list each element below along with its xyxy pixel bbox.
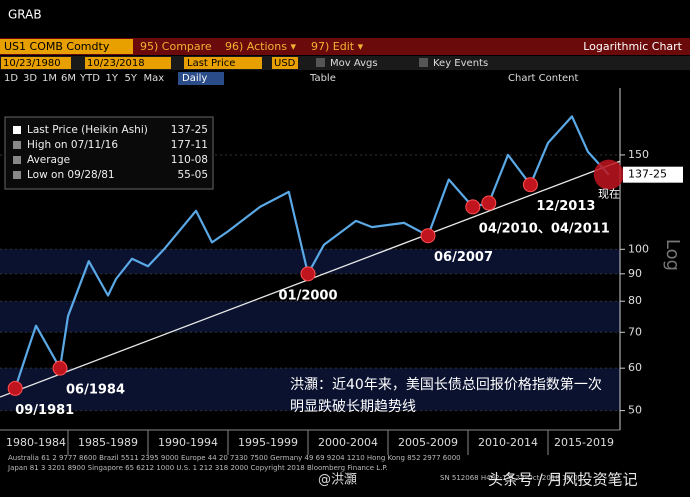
command-bar xyxy=(0,38,690,55)
x-tick-label: 2010-2014 xyxy=(478,436,538,449)
annotation-marker xyxy=(300,266,316,282)
y-axis-label: Log xyxy=(662,239,683,271)
y-tick-label: 60 xyxy=(628,361,642,374)
annotation-marker xyxy=(481,195,497,211)
current-price-box xyxy=(623,166,683,183)
chart-content[interactable]: Chart Content xyxy=(508,73,579,84)
mov-avgs[interactable]: Mov Avgs xyxy=(330,58,378,69)
period-button[interactable]: 5Y xyxy=(125,73,138,84)
legend-label: Average xyxy=(27,154,70,166)
y-tick-label: 90 xyxy=(628,267,642,280)
legend-label: Last Price (Heikin Ashi) xyxy=(27,124,148,136)
actions-menu[interactable]: 96) Actions ▾ xyxy=(225,40,296,53)
chart-name: Logarithmic Chart xyxy=(583,40,682,53)
annotation-label: 09/1981 xyxy=(15,403,74,418)
checkbox[interactable] xyxy=(316,58,325,67)
band xyxy=(0,368,620,411)
field-box[interactable] xyxy=(184,57,262,69)
end-box[interactable] xyxy=(85,57,171,69)
field[interactable]: Last Price xyxy=(187,58,235,69)
table-button[interactable]: Table xyxy=(309,73,336,84)
y-tick-label: 50 xyxy=(628,404,642,417)
period-button[interactable]: 1Y xyxy=(106,73,119,84)
legend-value: 137-25 xyxy=(171,124,208,136)
frequency-box[interactable] xyxy=(178,72,224,85)
x-tick-label: 2015-2019 xyxy=(554,436,614,449)
current-note: 现在 xyxy=(598,188,620,201)
legend-value: 110-08 xyxy=(171,154,208,166)
settings-bar xyxy=(0,56,690,70)
footer-line: Australia 61 2 9777 8600 Brazil 5511 239… xyxy=(8,454,461,462)
y-tick-label: 70 xyxy=(628,325,642,338)
watermark-handle: @洪灝 xyxy=(318,472,357,488)
period-button[interactable]: 1M xyxy=(42,73,57,84)
legend-swatch xyxy=(13,126,21,134)
start-box[interactable] xyxy=(1,57,71,69)
legend-label: Low on 09/28/81 xyxy=(27,169,115,181)
legend-swatch xyxy=(13,141,21,149)
currency[interactable]: USD xyxy=(274,58,296,69)
note: 明显跌破长期趋势线 xyxy=(290,399,416,415)
x-tick-label: 1995-1999 xyxy=(238,436,298,449)
band xyxy=(0,301,620,333)
period-button[interactable]: 3D xyxy=(23,73,37,84)
checkbox[interactable] xyxy=(419,58,428,67)
annotation-marker xyxy=(465,199,481,215)
legend-box xyxy=(4,116,214,190)
x-tick-label: 1985-1989 xyxy=(78,436,138,449)
annotation-label: 04/2010、04/2011 xyxy=(479,221,610,236)
watermark-account: 头条号 / 月风投资笔记 xyxy=(488,471,638,489)
x-tick-label: 2005-2009 xyxy=(398,436,458,449)
price-line xyxy=(14,115,610,389)
annotation-marker xyxy=(420,228,436,244)
x-tick-label: 1990-1994 xyxy=(158,436,218,449)
footer-line: SN 512068 H402-1-0 23-Oct-2018 18:00 xyxy=(440,474,582,482)
security[interactable]: US1 COMB Comdty xyxy=(4,40,110,53)
period-button[interactable]: YTD xyxy=(79,73,100,84)
legend-swatch xyxy=(13,156,21,164)
edit-menu[interactable]: 97) Edit ▾ xyxy=(311,40,364,53)
note: 洪灝：近40年来，美国长债总回报价格指数第一次 xyxy=(290,376,602,393)
y-tick-label: 80 xyxy=(628,294,642,307)
annotation-marker xyxy=(52,360,68,376)
current-marker xyxy=(593,159,624,190)
legend-swatch xyxy=(13,171,21,179)
period-button[interactable]: 1D xyxy=(4,73,18,84)
annotation-label: 01/2000 xyxy=(278,288,337,303)
y-tick-label: 100 xyxy=(628,242,649,255)
currency-box[interactable] xyxy=(272,57,298,69)
y-tick-label: 150 xyxy=(628,148,649,161)
period-button[interactable]: Max xyxy=(144,73,165,84)
footer-line: Japan 81 3 3201 8900 Singapore 65 6212 1… xyxy=(7,464,388,472)
compare-menu[interactable]: 95) Compare xyxy=(140,40,212,53)
x-tick-label: 1980-1984 xyxy=(6,436,66,449)
window-title: GRAB xyxy=(8,8,42,22)
security-box[interactable] xyxy=(0,39,133,54)
annotation-label: 12/2013 xyxy=(536,199,595,214)
annotation-marker xyxy=(522,177,538,193)
annotation-label: 06/2007 xyxy=(434,250,493,265)
current-price-label: 137-25 xyxy=(628,168,667,181)
frequency[interactable]: Daily xyxy=(182,73,207,84)
key-events[interactable]: Key Events xyxy=(433,58,488,69)
legend-value: 177-11 xyxy=(171,139,208,151)
annotation-marker xyxy=(7,380,23,396)
annotation-label: 06/1984 xyxy=(66,383,125,398)
end-date[interactable]: 10/23/2018 xyxy=(87,58,145,69)
period-button[interactable]: 6M xyxy=(61,73,76,84)
start-date[interactable]: 10/23/1980 xyxy=(3,58,61,69)
legend-value: 55-05 xyxy=(177,169,208,181)
legend-label: High on 07/11/16 xyxy=(27,139,118,151)
x-tick-label: 2000-2004 xyxy=(318,436,378,449)
